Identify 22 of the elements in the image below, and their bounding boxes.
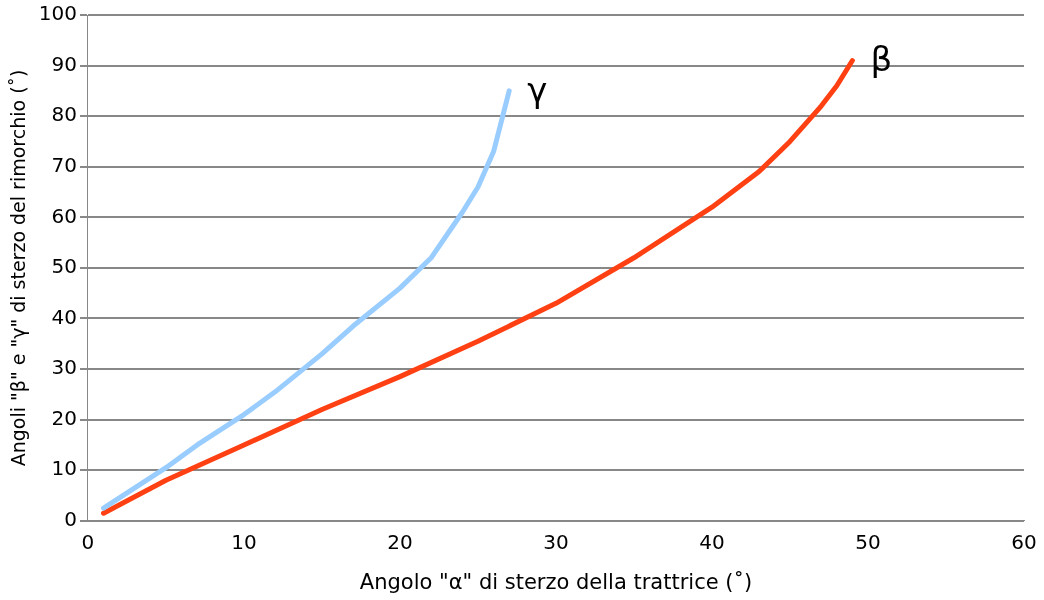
x-tick-label: 40 [699, 530, 725, 554]
x-tick-label: 50 [855, 530, 881, 554]
y-tick-label: 100 [38, 1, 77, 26]
x-tick-label: 0 [81, 530, 95, 554]
x-tick-label: 20 [387, 530, 413, 554]
y-tick-label: 40 [51, 304, 77, 329]
series-label: β [870, 39, 893, 80]
y-tick-label: 10 [51, 456, 77, 481]
y-axis-title: Angoli "β" e "γ" di sterzo del rimorchio (˚) [7, 69, 30, 467]
y-tick-label: 80 [51, 102, 77, 127]
series-label: γ [527, 69, 548, 110]
x-tick-label: 30 [543, 530, 569, 554]
x-tick-label: 10 [231, 530, 257, 554]
y-tick-label: 20 [51, 405, 77, 430]
x-tick-label: 60 [1011, 530, 1037, 554]
y-tick-label: 30 [51, 355, 77, 380]
y-tick-label: 0 [64, 507, 77, 531]
y-tick-label: 60 [51, 203, 77, 228]
y-tick-label: 70 [51, 152, 77, 177]
y-tick-label: 50 [51, 254, 77, 279]
x-axis-title: Angolo "α" di sterzo della trattrice (˚) [359, 569, 753, 594]
y-tick-label: 90 [51, 51, 77, 76]
